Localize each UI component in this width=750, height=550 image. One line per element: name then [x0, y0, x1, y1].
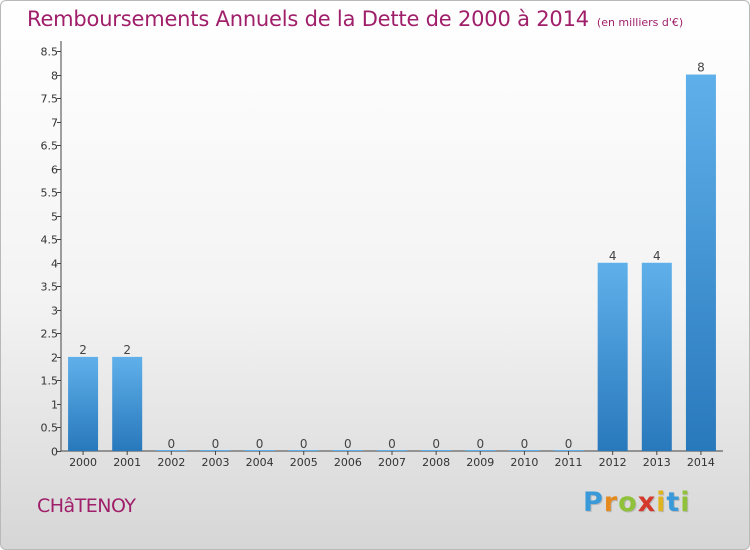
- y-tick-label: 7.5: [41, 93, 59, 106]
- y-tick-label: 2.5: [41, 328, 59, 341]
- y-tick-label: 5.5: [41, 187, 59, 200]
- logo-letter: i: [656, 487, 667, 518]
- bar-2007: [377, 450, 407, 451]
- y-tick-label: 4: [51, 258, 58, 271]
- data-label: 0: [256, 437, 264, 451]
- bar-2011: [553, 450, 584, 451]
- bar-2012: [597, 262, 628, 451]
- y-tick-label: 4.5: [41, 234, 59, 247]
- bar-2000: [68, 356, 99, 451]
- bar-2010: [509, 450, 540, 451]
- data-label: 4: [653, 249, 661, 263]
- bars: [68, 74, 716, 451]
- data-label: 0: [388, 437, 396, 451]
- y-tick-label: 1.5: [41, 375, 59, 388]
- y-tick-label: 0: [51, 446, 58, 459]
- bar-2008: [421, 450, 452, 451]
- chart-subtitle: (en milliers d'€): [596, 16, 684, 29]
- y-tick-label: 3.5: [41, 281, 59, 294]
- logo-letter: r: [603, 487, 619, 518]
- x-tick-label: 2012: [599, 456, 627, 469]
- x-tick-label: 2003: [201, 456, 229, 469]
- y-tick-label: 3: [51, 305, 58, 318]
- bar-2014: [685, 74, 716, 451]
- x-tick-label: 2011: [555, 456, 583, 469]
- data-label: 0: [168, 437, 176, 451]
- x-tick-label: 2005: [290, 456, 318, 469]
- chart-title: Remboursements Annuels de la Dette de 20…: [27, 7, 683, 31]
- x-tick-label: 2009: [466, 456, 494, 469]
- labels: 2000 2 2001 2 2002 0 2003 0 2004 0 2005 0 2006 0 2007 0…: [69, 61, 715, 469]
- x-tick-label: 2007: [378, 456, 406, 469]
- data-label: 8: [697, 61, 705, 75]
- x-tick-label: 2004: [246, 456, 274, 469]
- logo-letter: x: [637, 487, 657, 518]
- bar-2001: [112, 356, 143, 451]
- data-label: 0: [344, 437, 352, 451]
- data-label: 0: [521, 437, 529, 451]
- axes: 0 0.5 1 1.5 2 2.5 3 3.5 4 4.5 5 5.5 6 6.5 7 7.5 8 8.5: [41, 41, 723, 459]
- data-label: 4: [609, 249, 617, 263]
- bar-2004: [244, 450, 275, 451]
- y-tick-label: 1: [51, 399, 58, 412]
- y-tick-label: 5: [51, 211, 58, 224]
- x-tick-label: 2002: [157, 456, 185, 469]
- proxiti-logo[interactable]: Proxiti: [583, 487, 691, 518]
- data-label: 0: [432, 437, 440, 451]
- logo-letter: o: [618, 487, 638, 518]
- city-name: CHâTENOY: [37, 495, 136, 517]
- bar-2006: [332, 450, 363, 451]
- x-tick-label: 2008: [422, 456, 450, 469]
- logo-letter: i: [680, 487, 691, 518]
- bar-2005: [288, 450, 319, 451]
- x-tick-label: 2010: [510, 456, 538, 469]
- x-tick-label: 2013: [643, 456, 671, 469]
- data-label: 0: [212, 437, 220, 451]
- y-tick-label: 0.5: [41, 422, 59, 435]
- y-tick-label: 2: [51, 352, 58, 365]
- data-label: 0: [565, 437, 573, 451]
- bar-2002: [156, 450, 187, 451]
- data-label: 2: [79, 343, 87, 357]
- x-tick-label: 2014: [687, 456, 715, 469]
- y-tick-label: 6: [51, 164, 58, 177]
- data-label: 2: [123, 343, 131, 357]
- title-text: Remboursements Annuels de la Dette de 20…: [27, 7, 589, 31]
- y-tick-label: 8.5: [41, 46, 59, 59]
- y-tick-label: 8: [51, 70, 58, 83]
- bar-2003: [200, 450, 231, 451]
- logo-letter: t: [666, 487, 681, 518]
- data-label: 0: [476, 437, 484, 451]
- logo-letter: P: [583, 487, 604, 518]
- x-tick-label: 2000: [69, 456, 97, 469]
- bar-2009: [465, 450, 496, 451]
- y-tick-label: 7: [51, 117, 58, 130]
- x-tick-label: 2006: [334, 456, 362, 469]
- x-tick-label: 2001: [113, 456, 141, 469]
- data-label: 0: [300, 437, 308, 451]
- y-tick-label: 6.5: [41, 140, 59, 153]
- bar-2013: [641, 262, 672, 451]
